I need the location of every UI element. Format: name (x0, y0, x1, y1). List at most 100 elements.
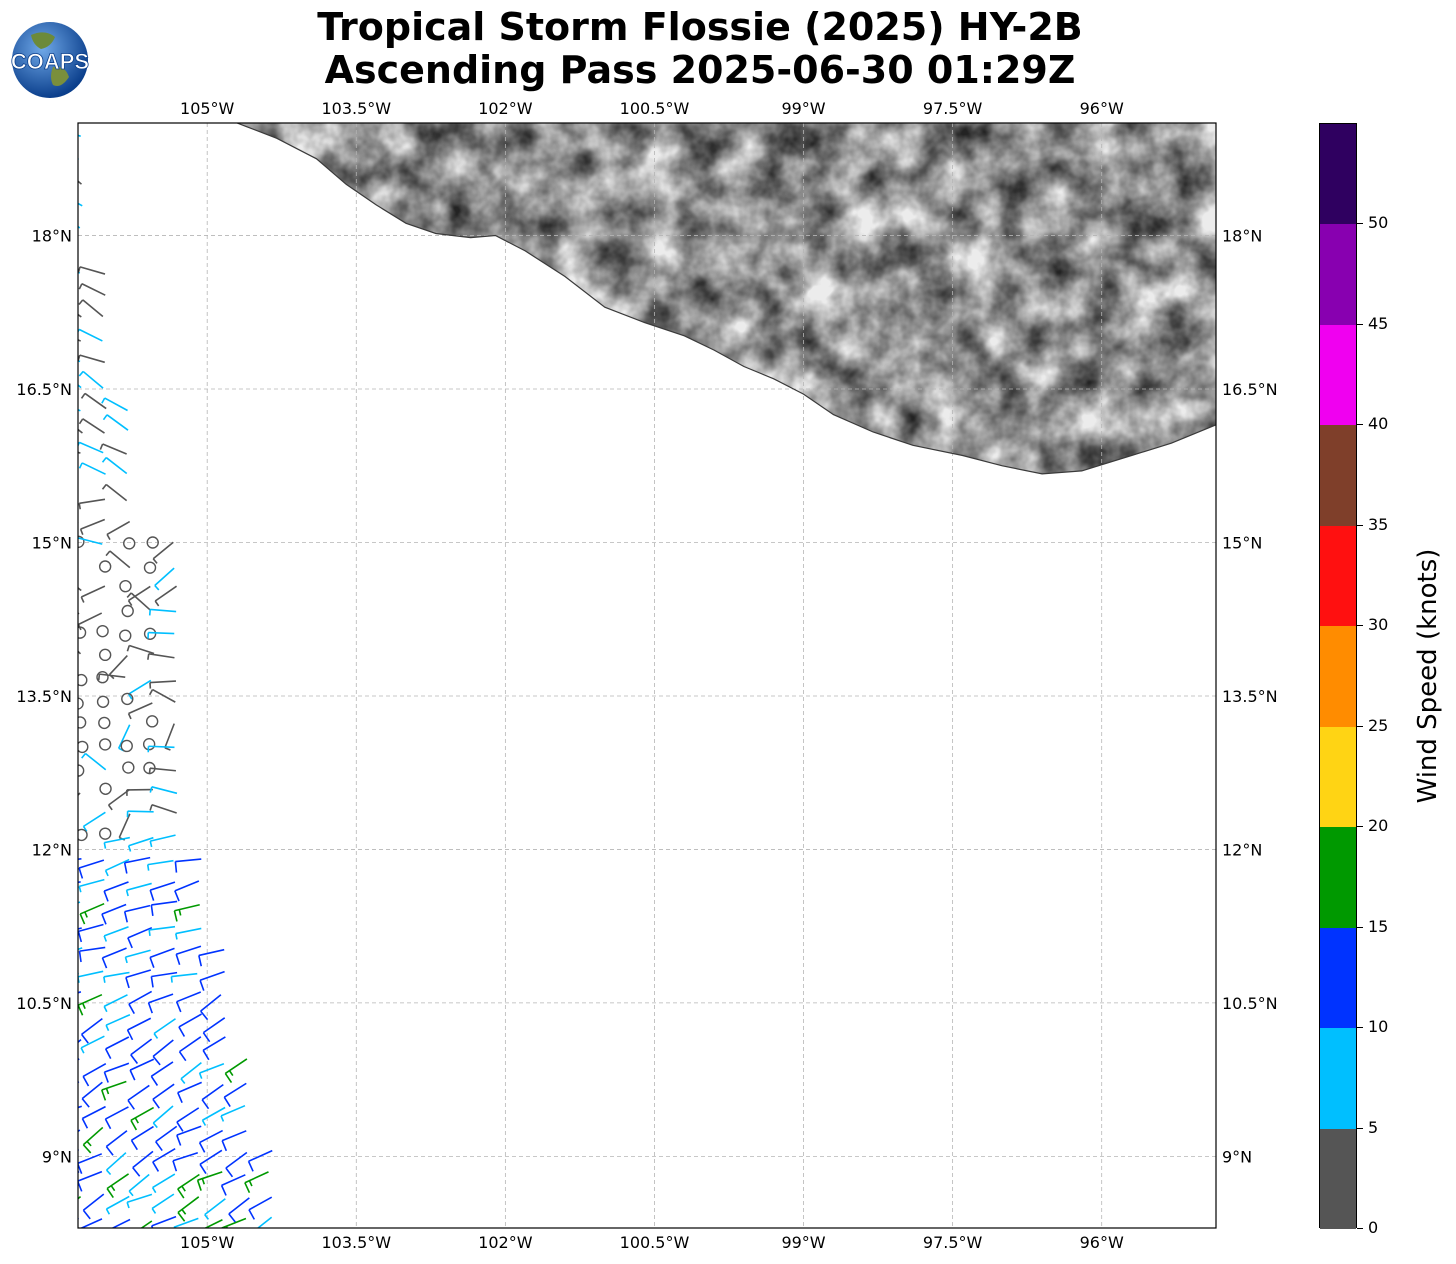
wind-barb (150, 1061, 174, 1086)
wind-barb (148, 767, 176, 775)
wind-barb (175, 945, 202, 965)
wind-barb (220, 1174, 246, 1196)
wind-barb (150, 1215, 177, 1228)
chart-title: Tropical Storm Flossie (2025) HY-2B Asce… (120, 6, 1280, 92)
wind-barb (126, 1193, 153, 1209)
lat-tick-label-right: 15°N (1222, 533, 1262, 552)
colorbar-tick (1357, 1127, 1363, 1129)
lon-tick-label-top: 103.5°W (321, 99, 391, 118)
wind-barb (78, 354, 105, 364)
wind-barb (180, 1062, 202, 1085)
calm-circle (96, 671, 109, 684)
lon-tick-label-top: 102°W (478, 99, 533, 118)
lat-tick-label-left: 12°N (32, 840, 72, 859)
wind-barb (203, 1219, 223, 1228)
colorbar-tick-label: 0 (1368, 1218, 1379, 1237)
lat-tick-label-left: 9°N (42, 1147, 72, 1166)
wind-barb (130, 1125, 154, 1151)
calm-circle (123, 537, 136, 550)
wind-barb (198, 948, 225, 967)
wind-barb (78, 339, 81, 342)
wind-barb (79, 902, 105, 925)
wind-barb (101, 456, 128, 475)
wind-barb (78, 408, 81, 412)
wind-barb (140, 1220, 153, 1228)
wind-barb (78, 650, 82, 655)
colorbar-tick-label: 5 (1368, 1117, 1379, 1137)
wind-barb (78, 328, 103, 342)
calm-circle (78, 626, 87, 639)
wind-barb (80, 1018, 103, 1044)
wind-barb (78, 295, 79, 296)
wind-barb (78, 901, 81, 904)
wind-barb (78, 299, 104, 318)
colorbar-tick (1357, 424, 1363, 426)
wind-barb (201, 1083, 224, 1110)
wind-barb (224, 1058, 248, 1083)
wind-barb (154, 585, 178, 607)
wind-barb (125, 969, 152, 989)
lon-tick-label-top: 96°W (1080, 99, 1124, 118)
wind-barb (256, 1216, 273, 1228)
lat-tick-label-right: 18°N (1222, 227, 1262, 246)
wind-barb (173, 903, 200, 922)
wind-barb (149, 881, 176, 901)
wind-barb (99, 443, 127, 455)
colorbar-tick-label: 15 (1368, 916, 1389, 936)
calm-circle (96, 695, 110, 708)
colorbar-segment (1320, 324, 1356, 426)
wind-barb (127, 926, 153, 949)
wind-barb (78, 792, 81, 797)
calm-circle (119, 629, 132, 642)
wind-barb (177, 1081, 202, 1104)
lat-tick-label-left: 15°N (32, 533, 72, 552)
wind-barb (147, 631, 175, 639)
wind-barb (78, 612, 80, 615)
wind-barb (103, 836, 130, 849)
wind-barb (78, 812, 79, 814)
wind-barb (104, 1106, 129, 1130)
wind-barb (111, 1218, 131, 1228)
wind-barb (152, 1083, 175, 1109)
wind-barb (78, 225, 81, 229)
globe-icon (12, 22, 88, 98)
wind-barb (152, 541, 174, 564)
wind-barb (125, 882, 152, 897)
calm-circle (78, 716, 87, 729)
wind-barb (78, 970, 104, 983)
colorbar-segment (1320, 525, 1356, 627)
colorbar-tick-label: 45 (1368, 313, 1389, 333)
colorbar-tick (1357, 1027, 1363, 1029)
wind-barb (149, 680, 177, 689)
wind-barb (175, 991, 202, 1013)
wind-barb (148, 925, 176, 937)
wind-barb (174, 927, 202, 940)
wind-barb (105, 1130, 128, 1156)
wind-barb (148, 688, 176, 703)
wind-barb (126, 1017, 152, 1041)
wind-barb (78, 537, 103, 545)
wind-barb (117, 724, 131, 752)
wind-barb (78, 972, 79, 975)
wind-barb (78, 993, 103, 1016)
lon-tick-label-bottom: 96°W (1080, 1233, 1124, 1252)
wind-barb (82, 1193, 105, 1220)
wind-barb (201, 1106, 226, 1126)
map-gridlines (78, 123, 1216, 1228)
wind-barb (130, 1038, 153, 1065)
wind-barb (123, 856, 151, 874)
wind-barb (152, 1148, 176, 1172)
colorbar-tick (1357, 826, 1363, 828)
wind-barb (155, 1125, 178, 1152)
wind-barb (79, 1218, 103, 1228)
wind-barb (104, 858, 130, 877)
wind-barb (78, 946, 106, 963)
wind-barb (103, 994, 128, 1013)
wind-barb (103, 1062, 130, 1083)
wind-barb (204, 1198, 226, 1220)
wind-barb (127, 702, 153, 720)
wind-barb (78, 1014, 79, 1016)
wind-barb (146, 859, 174, 871)
wind-barb (103, 926, 129, 942)
